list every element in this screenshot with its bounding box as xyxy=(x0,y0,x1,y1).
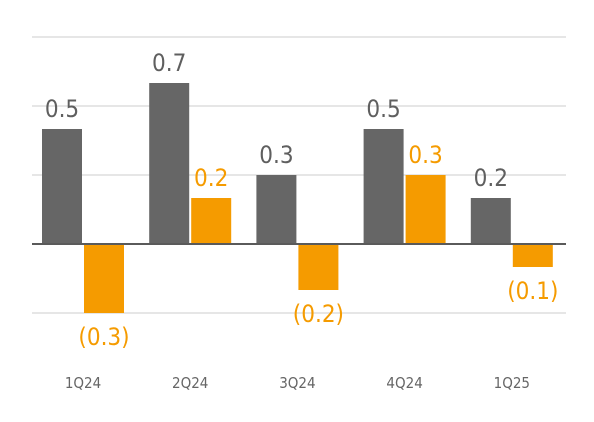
data-label-series1-2Q24: 0.7 xyxy=(152,49,186,77)
data-label-series1-1Q24: 0.5 xyxy=(45,95,79,123)
data-label-series2-1Q24: (0.3) xyxy=(78,323,129,351)
data-label-series2-3Q24: (0.2) xyxy=(293,300,344,328)
bar-series1-4Q24 xyxy=(363,129,404,244)
bar-series2-4Q24 xyxy=(405,175,446,244)
bars xyxy=(42,83,553,313)
bar-series2-1Q25 xyxy=(512,244,553,267)
data-label-series1-1Q25: 0.2 xyxy=(474,164,508,192)
bar-series1-1Q24 xyxy=(42,129,82,244)
data-label-series1-3Q24: 0.3 xyxy=(259,141,293,169)
data-label-series2-4Q24: 0.3 xyxy=(408,141,442,169)
bar-series1-1Q25 xyxy=(470,198,511,244)
x-tick-label-1Q25: 1Q25 xyxy=(494,374,530,392)
bar-series1-3Q24 xyxy=(256,175,297,244)
bar-series1-2Q24 xyxy=(149,83,190,244)
x-tick-label-2Q24: 2Q24 xyxy=(172,374,208,392)
x-tick-label-4Q24: 4Q24 xyxy=(386,374,422,392)
x-tick-label-1Q24: 1Q24 xyxy=(65,374,101,392)
x-tick-label-3Q24: 3Q24 xyxy=(279,374,315,392)
data-label-series2-2Q24: 0.2 xyxy=(194,164,228,192)
bar-series2-3Q24 xyxy=(298,244,339,290)
gridlines xyxy=(32,36,566,314)
value-labels: 0.5 (0.3) 0.7 0.2 0.3 (0.2) 0.5 0.3 0.2 (0.1) xyxy=(45,49,559,351)
data-label-series2-1Q25: (0.1) xyxy=(507,277,558,305)
data-label-series1-4Q24: 0.5 xyxy=(366,95,400,123)
bar-series2-2Q24 xyxy=(191,198,232,244)
bar-series2-1Q24 xyxy=(84,244,124,313)
x-axis-tick-labels: 1Q24 2Q24 3Q24 4Q24 1Q25 xyxy=(65,374,530,392)
